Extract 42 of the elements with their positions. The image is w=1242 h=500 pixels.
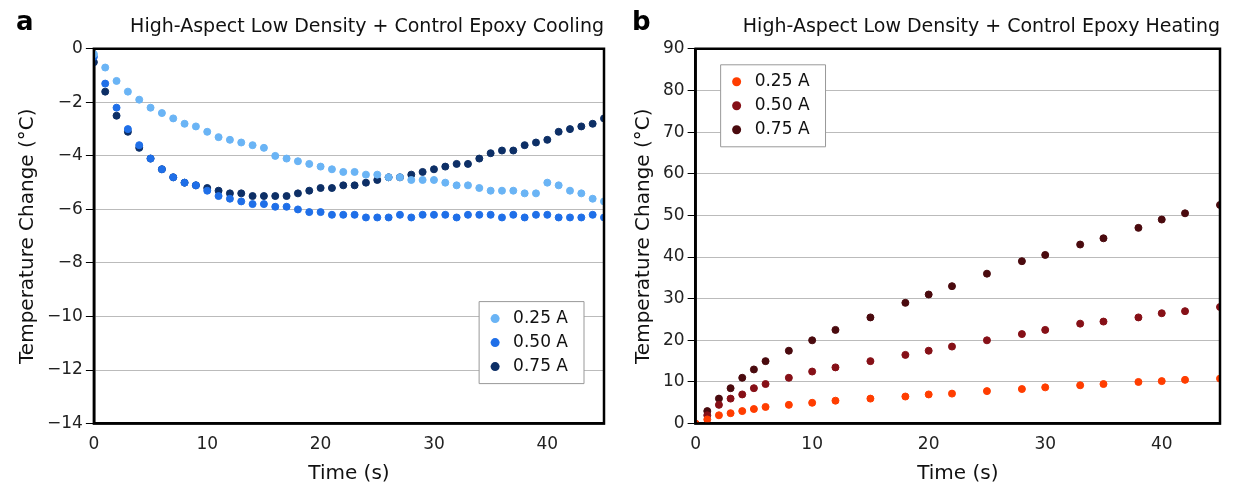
x-axis-title: Time (s)	[307, 460, 390, 485]
x-tick-label: 40	[1150, 433, 1173, 454]
y-tick-label: 90	[662, 37, 685, 58]
y-tick-label: 40	[662, 245, 685, 266]
x-axis-title: Time (s)	[916, 460, 999, 485]
y-tick-label: 60	[662, 162, 685, 183]
legend-label: 0.75 A	[754, 118, 810, 139]
x-tick-label: 30	[423, 433, 445, 454]
text: b	[632, 5, 651, 36]
y-axis-title: Temperature Change (°C)	[630, 108, 655, 365]
y-tick-label: 0	[673, 412, 685, 433]
chart-title: High-Aspect Low Density + Control Epoxy Heating	[742, 14, 1220, 37]
chart-title: High-Aspect Low Density + Control Epoxy Cooling	[130, 14, 604, 37]
x-tick-label: 30	[1034, 433, 1057, 454]
legend-label: 0.50 A	[513, 331, 569, 352]
x-tick-label: 20	[309, 433, 332, 454]
y-tick-label: −8	[57, 251, 83, 272]
y-tick-label: −10	[46, 304, 83, 325]
legend-label: 0.25 A	[513, 307, 569, 328]
x-tick-label: 0	[690, 433, 702, 454]
x-tick-label: 10	[196, 433, 219, 454]
y-tick-label: 10	[662, 370, 685, 391]
legend-label: 0.25 A	[754, 70, 810, 91]
legend-label: 0.50 A	[754, 94, 810, 115]
x-tick-label: 10	[801, 433, 823, 454]
y-tick-label: −6	[57, 197, 83, 218]
y-tick-label: 70	[662, 120, 685, 141]
x-tick-label: 0	[88, 433, 100, 454]
y-tick-label: −4	[57, 144, 83, 165]
x-tick-label: 20	[917, 433, 940, 454]
legend-label: 0.75 A	[513, 355, 569, 376]
x-tick-label: 40	[536, 433, 559, 454]
y-tick-label: −14	[46, 412, 83, 433]
y-tick-label: 30	[662, 287, 685, 308]
y-axis-title: Temperature Change (°C)	[14, 108, 39, 365]
y-tick-label: 20	[662, 328, 685, 349]
y-tick-label: −12	[46, 358, 83, 379]
y-tick-label: −2	[57, 90, 83, 111]
y-tick-label: 80	[662, 78, 685, 99]
y-tick-label: 50	[662, 203, 685, 224]
text: a	[16, 5, 34, 36]
y-tick-label: 0	[72, 37, 83, 58]
